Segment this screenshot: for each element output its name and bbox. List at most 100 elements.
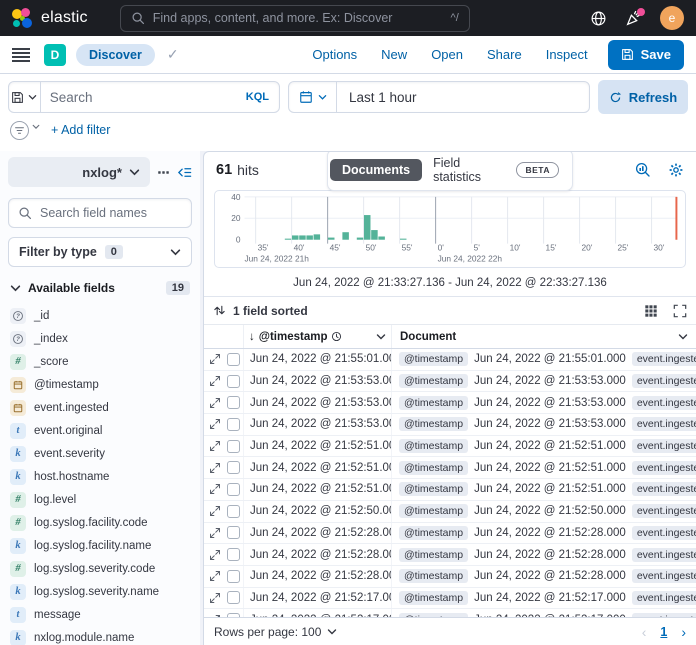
expand-row-icon[interactable] [209, 440, 221, 452]
menu-icon[interactable] [12, 47, 30, 62]
data-view-picker[interactable]: nxlog* [8, 157, 150, 187]
global-search[interactable]: ^/ [119, 4, 470, 32]
user-avatar[interactable]: e [660, 6, 684, 30]
date-picker: Last 1 hour [288, 81, 590, 113]
chevron-down-icon [328, 628, 337, 634]
query-search-input[interactable] [40, 89, 236, 105]
field-search-input[interactable] [40, 206, 182, 220]
chevron-down-icon[interactable] [678, 332, 688, 342]
tab-field-statistics[interactable]: Field statistics BETA [422, 152, 570, 188]
expand-row-icon[interactable] [209, 418, 221, 430]
expand-row-icon[interactable] [209, 570, 221, 582]
previous-page-icon[interactable]: ‹ [641, 623, 647, 640]
collapse-sidebar-icon[interactable] [177, 165, 192, 180]
svg-text:40: 40 [231, 192, 241, 202]
document-column-header[interactable]: Document [392, 325, 696, 348]
chart-options-icon[interactable] [635, 162, 651, 178]
table-row: Jun 24, 2022 @ 21:52:50.000 @timestamp J… [204, 500, 696, 523]
row-checkbox[interactable] [227, 461, 240, 475]
field-search[interactable] [8, 198, 192, 228]
chevron-down-icon[interactable] [32, 123, 40, 131]
expand-row-icon[interactable] [209, 397, 221, 409]
expand-row-icon[interactable] [209, 353, 221, 365]
refresh-button[interactable]: Refresh [598, 80, 688, 114]
row-timestamp: Jun 24, 2022 @ 21:52:51.000 [244, 435, 392, 457]
new-button[interactable]: New [381, 47, 408, 62]
expand-row-icon[interactable] [209, 549, 221, 561]
row-checkbox[interactable] [227, 439, 240, 453]
filter-set-menu-icon[interactable] [10, 121, 29, 140]
hits-row: 61 hits Documents Field statistics BETA [204, 152, 696, 191]
field-item[interactable]: k host.hostname [8, 465, 192, 488]
field-item[interactable]: k log.syslog.severity.name [8, 580, 192, 603]
calendar-menu-button[interactable] [289, 82, 337, 112]
field-item[interactable]: ? _index [8, 327, 192, 350]
row-checkbox[interactable] [227, 526, 240, 540]
field-item[interactable]: # log.syslog.facility.code [8, 511, 192, 534]
field-item[interactable]: # log.level [8, 488, 192, 511]
gear-icon[interactable] [668, 162, 684, 178]
row-checkbox[interactable] [227, 504, 240, 518]
display-options-icon[interactable] [644, 304, 658, 318]
expand-row-icon[interactable] [209, 614, 221, 617]
field-item[interactable]: # log.syslog.severity.code [8, 557, 192, 580]
space-badge[interactable]: D [44, 43, 66, 66]
query-language-button[interactable]: KQL [245, 91, 269, 103]
expand-row-icon[interactable] [209, 527, 221, 539]
hits-histogram[interactable]: 35' 40' 45' 50' 55' 0' 5' 10' 15' 20' 25' 30' 0 20 40 J… [214, 190, 686, 268]
field-item[interactable]: k event.severity [8, 442, 192, 465]
field-item[interactable]: t event.original [8, 419, 192, 442]
field-item[interactable]: t message [8, 603, 192, 626]
save-button[interactable]: Save [607, 39, 684, 70]
field-item[interactable]: k nxlog.module.name [8, 626, 192, 645]
rows-per-page-button[interactable]: Rows per page: 100 [214, 625, 337, 639]
open-button[interactable]: Open [431, 47, 463, 62]
timestamp-column-header[interactable]: ↓ @timestamp [244, 325, 392, 348]
expand-row-icon[interactable] [209, 375, 221, 387]
share-button[interactable]: Share [487, 47, 522, 62]
page-number[interactable]: 1 [660, 624, 668, 639]
fullscreen-icon[interactable] [673, 304, 687, 318]
available-fields-header[interactable]: Available fields 19 [8, 281, 192, 295]
field-settings-icon[interactable] [157, 166, 170, 179]
field-item[interactable]: ? _id [8, 304, 192, 327]
field-badge: @timestamp [399, 612, 469, 617]
row-checkbox[interactable] [227, 548, 240, 562]
field-item[interactable]: k log.syslog.facility.name [8, 534, 192, 557]
row-checkbox[interactable] [227, 482, 240, 496]
grid-rows: Jun 24, 2022 @ 21:55:01.000 @timestamp J… [204, 349, 696, 617]
options-button[interactable]: Options [312, 47, 358, 62]
tab-documents[interactable]: Documents [330, 159, 423, 181]
chevron-down-icon[interactable] [376, 332, 386, 342]
expand-row-icon[interactable] [209, 462, 221, 474]
time-range-value[interactable]: Last 1 hour [349, 89, 417, 105]
view-mode-tabs: Documents Field statistics BETA [327, 152, 573, 191]
row-checkbox[interactable] [227, 613, 240, 617]
expand-row-icon[interactable] [209, 592, 221, 604]
next-page-icon[interactable]: › [681, 623, 686, 640]
inspect-button[interactable]: Inspect [545, 47, 588, 62]
svg-text:0': 0' [438, 242, 445, 252]
row-checkbox[interactable] [227, 396, 240, 410]
globe-icon[interactable] [590, 10, 607, 27]
field-name: message [34, 608, 81, 621]
expand-row-icon[interactable] [209, 505, 221, 517]
date-field-icon [10, 376, 26, 393]
add-filter-button[interactable]: + Add filter [51, 123, 111, 137]
newsfeed-icon[interactable] [625, 7, 645, 27]
saved-query-menu-button[interactable] [9, 82, 41, 112]
field-item[interactable]: event.ingested [8, 396, 192, 419]
global-search-input[interactable] [152, 11, 443, 25]
sorted-fields-button[interactable]: 1 field sorted [213, 304, 308, 318]
row-checkbox[interactable] [227, 591, 240, 605]
expand-row-icon[interactable] [209, 483, 221, 495]
row-checkbox[interactable] [227, 417, 240, 431]
field-item[interactable]: @timestamp [8, 373, 192, 396]
breadcrumb[interactable]: Discover [76, 43, 155, 66]
filter-by-type-select[interactable]: Filter by type 0 [8, 237, 192, 267]
elastic-logo[interactable]: elastic [12, 7, 88, 29]
field-item[interactable]: # _score [8, 350, 192, 373]
row-checkbox[interactable] [227, 569, 240, 583]
row-checkbox[interactable] [227, 352, 240, 366]
row-checkbox[interactable] [227, 374, 240, 388]
